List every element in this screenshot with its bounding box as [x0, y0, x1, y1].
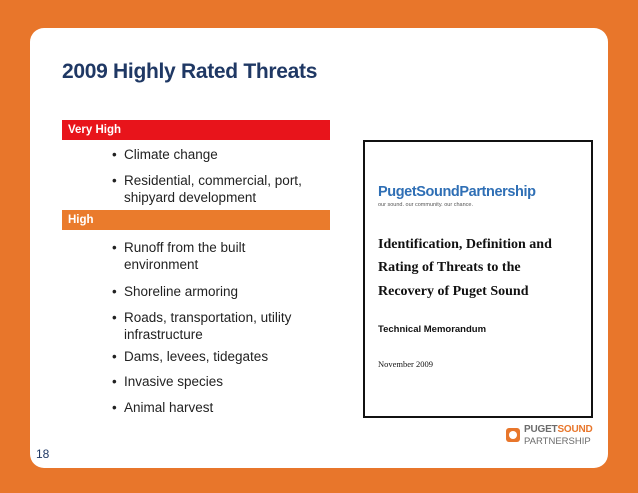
section-header: High: [62, 210, 330, 230]
bullet: Dams, levees, tidegates: [112, 348, 319, 365]
bullet: Invasive species: [112, 373, 319, 390]
bullet: Residential, commercial, port, shipyard …: [112, 172, 319, 206]
page-number: 18: [36, 447, 50, 461]
bullet: Animal harvest: [112, 399, 319, 416]
logo-text: PUGETSOUND: [524, 424, 593, 435]
slide-title: 2009 Highly Rated Threats: [62, 60, 318, 83]
document-cover: [363, 140, 593, 418]
bullet: Runoff from the built environment: [112, 239, 319, 273]
logo-partnership: PARTNERSHIP: [524, 436, 591, 447]
bullet: Roads, transportation, utility infrastru…: [112, 309, 319, 343]
document-title: Rating of Threats to the: [378, 260, 521, 275]
bullet: Climate change: [112, 146, 319, 163]
section-header: Very High: [62, 120, 330, 140]
document-brand: PugetSoundPartnership: [378, 184, 536, 200]
document-title: Identification, Definition and: [378, 237, 552, 252]
logo-puget: PUGET: [524, 424, 558, 435]
bullet: Shoreline armoring: [112, 283, 319, 300]
document-tagline: our sound. our community. our chance.: [378, 202, 473, 208]
document-title: Recovery of Puget Sound: [378, 284, 529, 299]
logo-icon: [506, 428, 520, 442]
logo-sound: SOUND: [557, 424, 593, 435]
document-date: November 2009: [378, 359, 434, 369]
document-subtitle: Technical Memorandum: [378, 324, 487, 335]
